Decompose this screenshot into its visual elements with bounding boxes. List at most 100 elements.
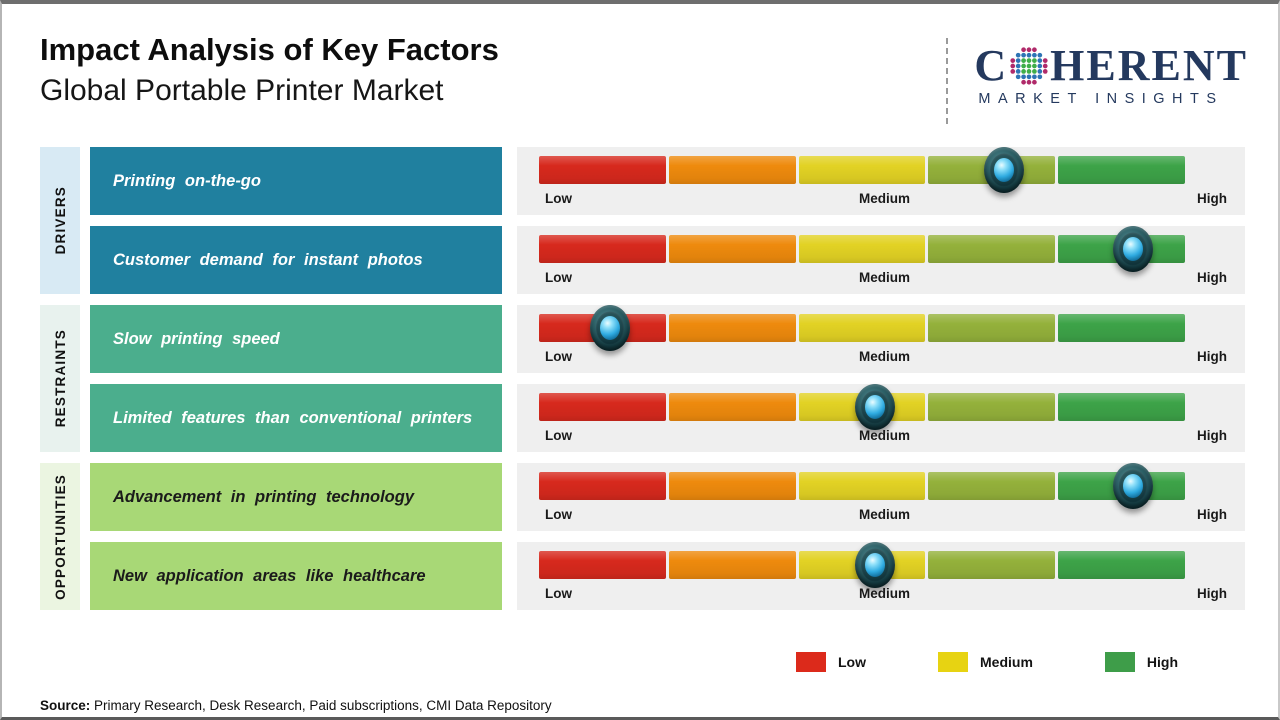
scale-segment <box>1058 314 1185 342</box>
globe-icon <box>1009 46 1049 86</box>
source-label: Source: <box>40 698 91 713</box>
source-line: Source: Primary Research, Desk Research,… <box>40 698 1278 713</box>
legend-label-high: High <box>1146 654 1178 670</box>
source-text: Primary Research, Desk Research, Paid su… <box>90 698 552 713</box>
factor-label-box: New application areas like healthcare <box>90 542 502 610</box>
header: Impact Analysis of Key Factors Global Po… <box>2 4 1278 138</box>
legend-label-medium: Medium <box>980 654 1033 670</box>
factor-label-box: Limited features than conventional print… <box>90 384 502 452</box>
legend: Low Medium High <box>2 652 1178 672</box>
scale-label-medium: Medium <box>858 270 910 285</box>
scale-segment <box>539 393 666 421</box>
scale-label-high: High <box>1196 586 1227 601</box>
scale-label-low: Low <box>545 428 572 443</box>
factor-label-box: Slow printing speed <box>90 305 502 373</box>
factor-label: Advancement in printing technology <box>113 487 415 506</box>
title-block: Impact Analysis of Key Factors Global Po… <box>40 32 499 107</box>
brand-wordmark: C HERENT <box>974 40 1248 90</box>
impact-marker <box>854 384 895 430</box>
factor-label: Slow printing speed <box>113 329 280 348</box>
factor-label: Printing on-the-go <box>113 171 261 190</box>
impact-scale: Low Medium High <box>517 305 1245 373</box>
group-restraints: RESTRAINTS Slow printing speed Low <box>40 305 1245 452</box>
scale-label-medium: Medium <box>858 428 910 443</box>
group-drivers: DRIVERS Printing on-the-go Low Medi <box>40 147 1245 294</box>
scale-segment <box>928 472 1056 500</box>
scale-label-high: High <box>1196 191 1227 206</box>
factor-row: Advancement in printing technology Low M… <box>90 463 1245 531</box>
factor-label-box: Printing on-the-go <box>90 147 502 215</box>
factor-label: Customer demand for instant photos <box>113 250 423 269</box>
scale-segment <box>668 393 796 421</box>
impact-scale: Low Medium High <box>517 542 1245 610</box>
scale-label-low: Low <box>545 270 572 285</box>
logo-divider <box>946 38 949 124</box>
factor-row: New application areas like healthcare Lo… <box>90 542 1245 610</box>
scale-segment <box>668 551 796 579</box>
factor-label: New application areas like healthcare <box>113 566 426 585</box>
scale-label-low: Low <box>545 191 572 206</box>
group-label-drivers: DRIVERS <box>52 186 68 255</box>
impact-marker <box>1113 463 1154 509</box>
scale-label-high: High <box>1196 270 1227 285</box>
impact-marker <box>1113 226 1154 272</box>
scale-segment <box>668 472 796 500</box>
impact-scale: Low Medium High <box>517 384 1245 452</box>
impact-bar <box>539 463 1185 509</box>
scale-segment <box>928 235 1056 263</box>
scale-segment <box>928 551 1056 579</box>
impact-bar <box>539 384 1185 430</box>
factor-row: Slow printing speed Low Medium High <box>90 305 1245 373</box>
group-label-restraints: RESTRAINTS <box>52 329 68 428</box>
legend-swatch-medium <box>938 652 968 672</box>
factor-row: Customer demand for instant photos Low M… <box>90 226 1245 294</box>
impact-marker <box>854 542 895 588</box>
impact-scale: Low Medium High <box>517 226 1245 294</box>
scale-label-low: Low <box>545 349 572 364</box>
scale-segment <box>1058 551 1185 579</box>
scale-segment <box>1058 393 1185 421</box>
legend-label-low: Low <box>838 654 866 670</box>
scale-label-low: Low <box>545 586 572 601</box>
factor-label: Limited features than conventional print… <box>113 408 473 427</box>
scale-label-low: Low <box>545 507 572 522</box>
impact-marker <box>590 305 631 351</box>
scale-segment <box>1058 156 1185 184</box>
impact-scale: Low Medium High <box>517 147 1245 215</box>
group-strip-drivers: DRIVERS <box>40 147 80 294</box>
legend-item-low: Low <box>796 652 866 672</box>
scale-label-medium: Medium <box>858 349 910 364</box>
scale-segment <box>928 393 1056 421</box>
scale-segment <box>668 235 796 263</box>
scale-segment <box>539 551 666 579</box>
scale-label-medium: Medium <box>858 586 910 601</box>
group-label-opportunities: OPPORTUNITIES <box>52 473 68 600</box>
scale-segment <box>798 235 926 263</box>
impact-marker <box>984 147 1025 193</box>
scale-segment <box>539 235 666 263</box>
group-opportunities: OPPORTUNITIES Advancement in printing te… <box>40 463 1245 610</box>
impact-bar <box>539 226 1185 272</box>
scale-label-medium: Medium <box>858 507 910 522</box>
scale-segment <box>539 156 666 184</box>
group-strip-restraints: RESTRAINTS <box>40 305 80 452</box>
factor-row: Printing on-the-go Low Medium High <box>90 147 1245 215</box>
brand-logo: C HERENT MARKET INSIGHTS <box>946 16 1256 134</box>
scale-label-high: High <box>1196 349 1227 364</box>
factor-label-box: Customer demand for instant photos <box>90 226 502 294</box>
impact-scale: Low Medium High <box>517 463 1245 531</box>
scale-segment <box>798 156 926 184</box>
impact-bar <box>539 147 1185 193</box>
impact-bar <box>539 542 1185 588</box>
legend-item-medium: Medium <box>938 652 1033 672</box>
page-subtitle: Global Portable Printer Market <box>40 73 444 107</box>
scale-label-medium: Medium <box>858 191 910 206</box>
legend-swatch-high <box>1104 652 1135 672</box>
group-strip-opportunities: OPPORTUNITIES <box>40 463 80 610</box>
legend-swatch-low <box>796 652 826 672</box>
brand-letters-rest: HERENT <box>1050 40 1248 90</box>
scale-label-high: High <box>1196 428 1227 443</box>
scale-segment <box>668 314 796 342</box>
scale-segment <box>798 314 926 342</box>
